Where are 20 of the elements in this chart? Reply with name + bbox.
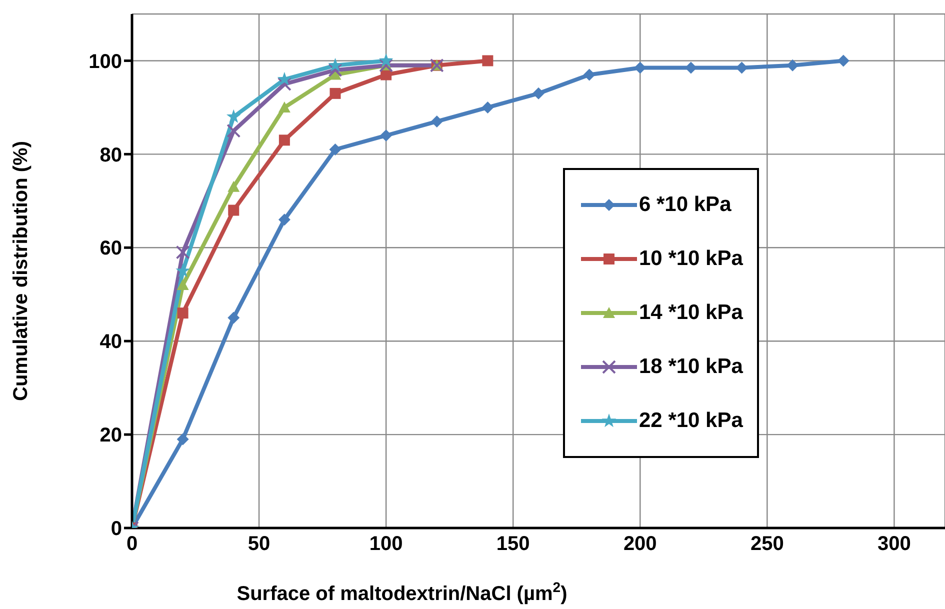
x-tick-label: 200 — [623, 533, 657, 556]
y-tick-label: 40 — [100, 331, 122, 354]
y-tick-label: 80 — [100, 144, 122, 166]
y-axis-title: Cumulative distribution (%) — [10, 141, 32, 401]
x-tick-label: 300 — [878, 533, 911, 556]
legend-label: 14 *10 kPa — [639, 301, 743, 325]
y-tick-label: 20 — [100, 424, 122, 447]
x-axis-title: Surface of maltodextrin/NaCl (µm$^{2}$) — [236, 579, 568, 605]
x-tick-label: 50 — [248, 533, 270, 556]
x-tick-label: 100 — [369, 533, 403, 556]
legend-label: 10 *10 kPa — [639, 247, 743, 271]
x-tick-label: 150 — [496, 533, 530, 556]
x-tick-label: 250 — [750, 533, 784, 556]
legend-label: 22 *10 kPa — [639, 409, 743, 433]
x-tick-label: 0 — [126, 533, 138, 556]
y-tick-label: 100 — [88, 50, 122, 73]
y-tick-label: 0 — [110, 518, 122, 540]
legend-label: 6 *10 kPa — [639, 193, 732, 217]
legend-label: 18 *10 kPa — [639, 355, 743, 379]
y-tick-label: 60 — [100, 238, 122, 260]
